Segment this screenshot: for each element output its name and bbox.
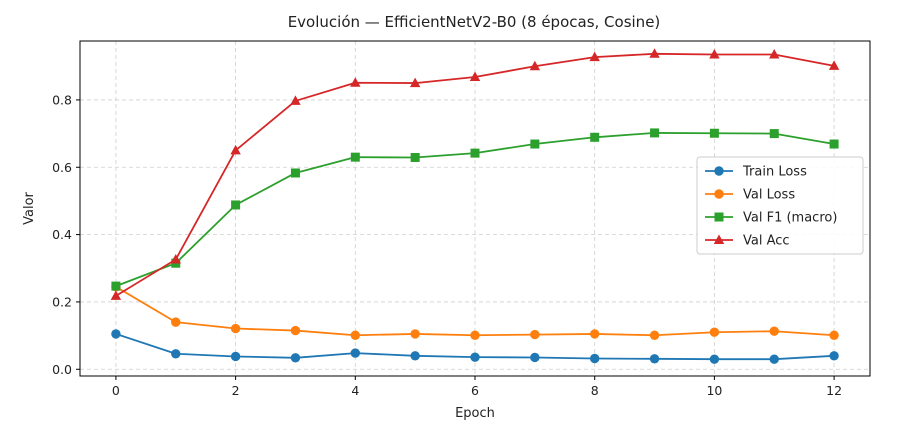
chart-title: Evolución — EfficientNetV2-B0 (8 épocas,… xyxy=(288,13,661,31)
legend-label: Val Loss xyxy=(743,188,795,203)
y-tick-label: 0.2 xyxy=(52,294,72,309)
data-point xyxy=(590,132,600,142)
data-point xyxy=(709,48,720,59)
data-point xyxy=(470,352,480,362)
x-axis-label: Epoch xyxy=(455,406,495,421)
data-point xyxy=(171,317,181,327)
legend-item: Val F1 (macro) xyxy=(705,211,837,226)
series-train-loss xyxy=(111,329,839,364)
data-point xyxy=(231,200,241,210)
data-point xyxy=(829,330,839,340)
data-point xyxy=(589,329,600,339)
data-point xyxy=(470,148,480,158)
data-point xyxy=(589,353,600,364)
data-point xyxy=(649,354,660,364)
data-point xyxy=(530,139,540,149)
data-point xyxy=(769,129,779,139)
x-tick-label: 6 xyxy=(471,383,479,398)
data-point xyxy=(350,330,361,340)
legend: Train Loss Val Loss Val F1 (macro) Val Acc xyxy=(696,156,864,255)
y-axis: 0.0 0.2 0.4 0.6 0.8 xyxy=(52,92,80,377)
x-tick-label: 12 xyxy=(826,383,842,398)
series-val-loss xyxy=(111,282,839,340)
series-val-acc xyxy=(110,48,840,300)
data-point xyxy=(829,351,839,361)
data-point xyxy=(829,139,839,149)
legend-marker xyxy=(713,234,725,244)
x-tick-label: 0 xyxy=(112,383,120,398)
data-point xyxy=(470,330,480,340)
data-point xyxy=(290,325,301,336)
x-axis: 0 2 4 6 8 10 12 xyxy=(112,376,842,398)
legend-marker xyxy=(714,212,724,222)
data-point xyxy=(290,95,301,105)
data-point xyxy=(290,353,301,363)
data-point xyxy=(111,281,121,291)
data-point xyxy=(230,351,241,362)
data-point xyxy=(769,354,779,364)
data-point xyxy=(230,144,241,155)
data-point xyxy=(650,128,660,138)
data-point xyxy=(529,60,541,71)
data-point xyxy=(769,326,779,336)
data-point xyxy=(589,51,600,62)
data-point xyxy=(769,48,780,59)
data-point xyxy=(350,77,361,87)
data-point xyxy=(110,290,122,300)
data-point xyxy=(170,254,181,264)
x-tick-label: 10 xyxy=(706,383,722,398)
legend-item: Val Loss xyxy=(705,188,795,203)
data-point xyxy=(290,168,300,178)
data-point xyxy=(530,352,540,363)
legend-item: Val Acc xyxy=(705,234,790,249)
data-point xyxy=(649,48,660,58)
y-axis-label: Valor xyxy=(22,191,37,224)
data-point xyxy=(709,354,720,364)
data-point xyxy=(649,330,660,340)
y-tick-label: 0.0 xyxy=(52,362,72,377)
y-tick-label: 0.6 xyxy=(52,160,72,175)
legend-marker xyxy=(714,166,724,176)
legend-marker xyxy=(714,189,724,199)
legend-label: Train Loss xyxy=(742,165,807,180)
data-point xyxy=(350,348,361,358)
data-point xyxy=(111,329,121,339)
y-tick-label: 0.8 xyxy=(52,92,72,107)
legend-box xyxy=(696,156,864,255)
data-point xyxy=(709,128,719,138)
data-point xyxy=(171,349,181,359)
data-point xyxy=(410,152,420,162)
data-point xyxy=(410,351,420,361)
x-tick-label: 4 xyxy=(351,383,359,398)
legend-label: Val F1 (macro) xyxy=(743,211,837,226)
data-point xyxy=(709,327,720,337)
series-val-f1-macro xyxy=(111,128,839,291)
x-tick-label: 8 xyxy=(591,383,599,398)
data-point xyxy=(469,71,481,82)
legend-item: Train Loss xyxy=(705,165,807,180)
series-layer xyxy=(110,48,840,364)
y-tick-label: 0.4 xyxy=(52,227,72,242)
legend-label: Val Acc xyxy=(743,234,790,249)
data-point xyxy=(409,77,421,88)
data-point xyxy=(350,152,360,162)
data-point xyxy=(410,329,420,339)
data-point xyxy=(530,329,540,340)
data-point xyxy=(230,323,241,334)
x-tick-label: 2 xyxy=(232,383,240,398)
data-point xyxy=(828,60,840,70)
